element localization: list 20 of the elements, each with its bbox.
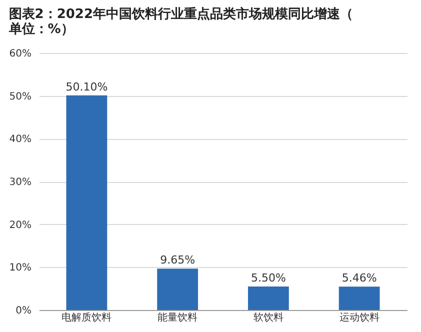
- data-label: 50.10%: [66, 80, 108, 94]
- y-tick-label: 20%: [9, 220, 32, 231]
- y-tick-label: 10%: [9, 262, 32, 274]
- x-tick-label: 电解质饮料: [62, 312, 112, 324]
- data-label: 5.46%: [342, 272, 377, 285]
- x-tick-label: 能量饮料: [158, 312, 198, 324]
- y-tick-label: 60%: [9, 48, 32, 60]
- x-tick-label: 软饮料: [253, 312, 284, 324]
- bar: [157, 268, 198, 310]
- bar: [248, 286, 289, 310]
- y-tick-label: 50%: [9, 91, 32, 102]
- y-tick-label: 40%: [9, 134, 32, 146]
- bar: [338, 286, 380, 310]
- y-tick-label: 0%: [16, 306, 32, 316]
- x-tick-label: 运动饮料: [339, 312, 380, 324]
- y-tick-label: 30%: [9, 177, 32, 188]
- bar: [66, 95, 108, 310]
- chart-title: 图表2：2022年中国饮料行业重点品类市场规模同比增速（单位：%）: [8, 6, 354, 37]
- data-label: 5.50%: [250, 271, 286, 284]
- data-label: 9.65%: [160, 254, 196, 267]
